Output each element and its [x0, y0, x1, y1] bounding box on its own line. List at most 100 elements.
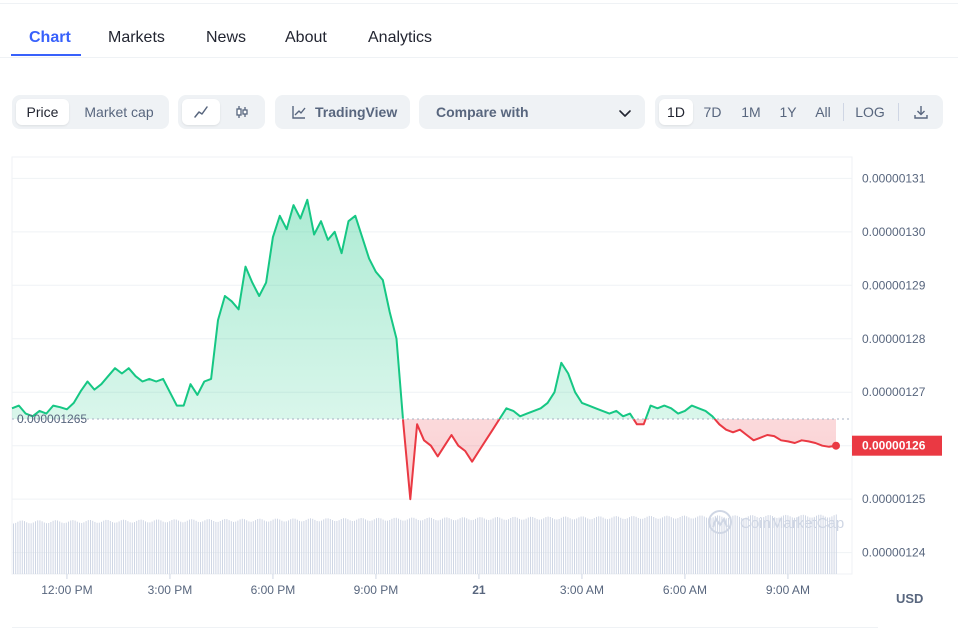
volume-bar — [805, 515, 806, 574]
tab-chart[interactable]: Chart — [29, 29, 71, 46]
volume-bar — [37, 520, 39, 574]
volume-bar — [424, 519, 426, 574]
volume-bar — [180, 521, 182, 574]
price-toggle-button[interactable]: Price — [16, 99, 69, 125]
volume-bar — [620, 517, 622, 574]
volume-bar — [459, 518, 461, 574]
volume-bar — [426, 518, 428, 574]
volume-bar — [719, 515, 721, 574]
candlestick-chart-button[interactable] — [223, 99, 261, 125]
volume-bar — [345, 518, 347, 574]
volume-bar — [791, 517, 793, 574]
volume-bar — [435, 520, 437, 574]
volume-bar — [59, 521, 61, 574]
volume-bar — [369, 520, 371, 574]
volume-bar — [695, 517, 696, 574]
x-axis: 12:00 PM 3:00 PM 6:00 PM 9:00 PM 21 3:00 AM 6:… — [41, 574, 810, 597]
volume-bar — [387, 520, 388, 574]
volume-bar — [164, 522, 166, 574]
volume-bar — [813, 516, 815, 574]
volume-bar — [101, 521, 102, 574]
volume-bar — [655, 518, 657, 574]
volume-bar — [288, 520, 289, 574]
log-scale-button[interactable]: LOG — [855, 104, 885, 120]
volume-bar — [442, 518, 443, 574]
price-chart[interactable]: CoinMarketCap 0.000001265 0.000001310.00… — [0, 150, 958, 610]
tabs-divider — [0, 57, 958, 58]
volume-bar — [26, 522, 28, 574]
tradingview-label: TradingView — [315, 104, 398, 120]
volume-bar — [681, 515, 683, 574]
volume-bar — [393, 517, 395, 574]
compare-with-dropdown[interactable]: Compare with — [419, 95, 645, 129]
volume-bar — [541, 519, 542, 574]
volume-bar — [556, 519, 558, 574]
volume-bar — [371, 520, 373, 574]
volume-bar — [453, 520, 454, 574]
volume-bar — [21, 520, 23, 574]
volume-bar — [512, 517, 514, 574]
volume-bar — [208, 519, 210, 574]
volume-bar — [413, 517, 415, 574]
volume-bar — [402, 520, 404, 574]
volume-bar — [532, 517, 534, 574]
volume-bar — [708, 518, 710, 574]
volume-bar — [118, 521, 120, 574]
volume-bar — [35, 521, 36, 574]
volume-bar — [13, 523, 14, 574]
tab-analytics[interactable]: Analytics — [368, 29, 433, 46]
volume-bar — [193, 519, 195, 574]
plot-frame — [11, 156, 853, 575]
volume-bar — [48, 523, 50, 574]
volume-bar — [129, 522, 131, 574]
volume-bar — [149, 522, 151, 574]
volume-bar — [582, 516, 584, 574]
tab-about[interactable]: About — [285, 29, 327, 46]
volume-bar — [116, 522, 118, 574]
range-1d-button[interactable]: 1D — [659, 99, 693, 125]
range-1y-button[interactable]: 1Y — [779, 104, 797, 120]
volume-bar — [15, 522, 17, 574]
volume-bar — [257, 519, 259, 574]
volume-bar — [699, 515, 701, 574]
volume-bar — [211, 519, 212, 574]
current-price-text: 0.00000126 — [862, 439, 926, 453]
volume-bar — [63, 523, 65, 574]
volume-bar — [398, 518, 399, 574]
volume-bar — [76, 521, 78, 574]
volume-bar — [607, 519, 608, 574]
volume-bar — [580, 516, 582, 574]
volume-bar — [156, 519, 157, 574]
tab-markets[interactable]: Markets — [108, 29, 165, 46]
tab-news[interactable]: News — [206, 29, 247, 46]
data-type-toggle: Price Market cap — [12, 95, 169, 129]
volume-bar — [547, 516, 549, 574]
volume-bar — [160, 520, 162, 574]
volume-bar — [833, 515, 835, 574]
volume-bar — [325, 518, 327, 574]
volume-bar — [167, 522, 168, 574]
volume-bar — [422, 520, 424, 574]
chart-style-toggle — [178, 95, 265, 129]
tradingview-button[interactable]: TradingView — [275, 95, 410, 129]
volume-bar — [39, 520, 41, 574]
volume-bar — [774, 517, 776, 574]
line-chart-button[interactable] — [182, 99, 220, 125]
volume-bar — [697, 516, 699, 574]
volume-bar — [466, 518, 468, 574]
volume-bar — [618, 516, 619, 574]
volume-bar — [468, 519, 470, 574]
range-all-button[interactable]: All — [815, 104, 831, 120]
download-button[interactable] — [904, 99, 938, 125]
volume-bar — [664, 516, 666, 574]
range-1m-button[interactable]: 1M — [741, 104, 761, 120]
volume-bar — [464, 517, 465, 574]
volume-bar — [50, 522, 52, 574]
volume-bar — [534, 517, 536, 574]
volume-bar — [303, 521, 305, 574]
volume-bar — [213, 521, 215, 574]
range-7d-button[interactable]: 7D — [703, 104, 722, 120]
volume-bar — [105, 519, 107, 574]
volume-bar — [382, 519, 384, 574]
market-cap-toggle-button[interactable]: Market cap — [84, 104, 154, 120]
